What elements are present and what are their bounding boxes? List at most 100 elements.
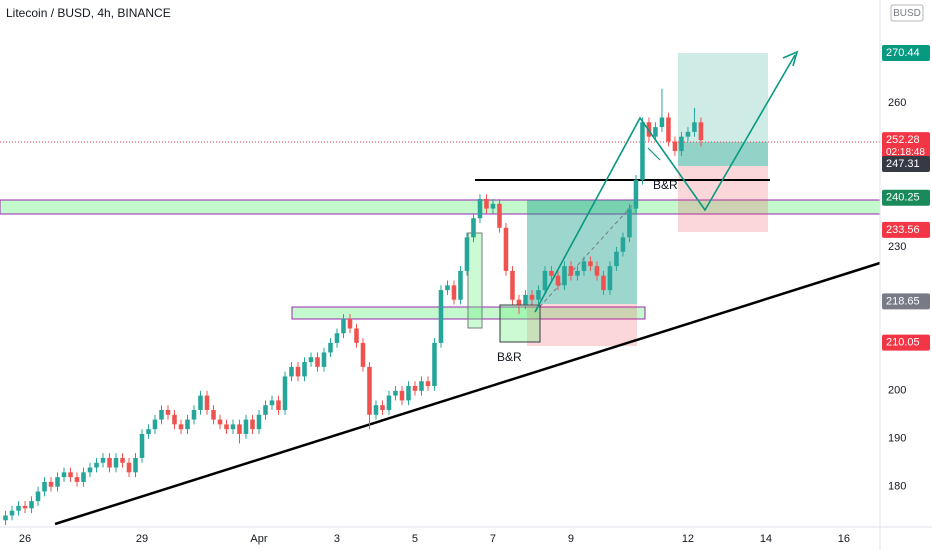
price-label bbox=[882, 45, 930, 62]
y-tick-label: 190 bbox=[888, 433, 906, 445]
candle-body bbox=[393, 390, 398, 396]
candle-body bbox=[484, 199, 489, 209]
profit-zone bbox=[678, 53, 768, 166]
candle-body bbox=[16, 505, 21, 511]
x-tick-label: 14 bbox=[760, 533, 772, 545]
candle-body bbox=[35, 491, 41, 502]
candle-body bbox=[302, 362, 307, 377]
candle-body bbox=[282, 376, 288, 410]
candle-body bbox=[315, 357, 320, 367]
candle-body bbox=[562, 266, 567, 286]
candle-body bbox=[412, 386, 418, 391]
candle-body bbox=[9, 510, 15, 516]
price-label-text: 240.25 bbox=[886, 192, 920, 204]
candle-body bbox=[289, 366, 294, 377]
overlay: B&R B&R bbox=[497, 50, 799, 364]
candle-body bbox=[588, 261, 593, 267]
candle-body bbox=[250, 419, 255, 430]
annotation: B&R bbox=[653, 178, 678, 192]
candle-body bbox=[555, 275, 561, 286]
candle-body bbox=[620, 237, 626, 252]
candle-body bbox=[217, 419, 223, 425]
candle-body bbox=[172, 414, 177, 425]
drawings bbox=[0, 53, 881, 526]
y-tick-label: 200 bbox=[888, 385, 906, 397]
candle-body bbox=[419, 381, 424, 391]
price-label-text: 252.28 bbox=[886, 134, 920, 146]
price-label bbox=[882, 132, 930, 161]
profit-progress bbox=[678, 142, 768, 166]
candle-body bbox=[542, 270, 548, 291]
x-tick-label: 7 bbox=[490, 533, 496, 545]
candle-body bbox=[308, 357, 314, 363]
candle-body bbox=[529, 294, 535, 300]
candle-body bbox=[347, 318, 353, 329]
candle-body bbox=[276, 400, 281, 410]
candle-body bbox=[659, 117, 665, 128]
trend-line bbox=[54, 261, 881, 526]
candle-body bbox=[367, 366, 372, 415]
candle-body bbox=[100, 457, 106, 463]
candle-body bbox=[445, 285, 450, 291]
candle-body bbox=[42, 481, 47, 492]
candle-body bbox=[94, 462, 99, 468]
candle-body bbox=[263, 405, 268, 415]
candle-body bbox=[126, 462, 132, 473]
candle-body bbox=[523, 294, 528, 305]
annotation: B&R bbox=[497, 350, 522, 364]
price-label-text: 218.65 bbox=[886, 295, 920, 307]
candle-body bbox=[627, 208, 632, 238]
candle-body bbox=[29, 501, 34, 509]
projection-path bbox=[534, 54, 796, 313]
price-label-text: 270.44 bbox=[886, 47, 920, 59]
candle-body bbox=[178, 424, 184, 430]
currency: BUSD bbox=[893, 8, 921, 19]
y-tick-label: 230 bbox=[888, 241, 906, 253]
candle-body bbox=[334, 333, 340, 343]
candle-body bbox=[425, 381, 431, 387]
candle-body bbox=[451, 285, 457, 300]
candle-body bbox=[490, 203, 496, 209]
highlight-box bbox=[499, 304, 541, 343]
candle-body bbox=[360, 342, 366, 367]
x-tick-label: 5 bbox=[412, 533, 418, 545]
candle-body bbox=[516, 299, 522, 305]
candle-body bbox=[224, 424, 229, 430]
candle-body bbox=[354, 328, 359, 343]
candle-body bbox=[594, 266, 600, 276]
candle-body bbox=[581, 261, 587, 271]
candle-body bbox=[256, 414, 262, 430]
price-label-text: 247.31 bbox=[886, 158, 920, 170]
candle-body bbox=[653, 127, 658, 137]
loss-zone bbox=[527, 304, 637, 346]
candle-body bbox=[536, 290, 541, 300]
loss-zone bbox=[678, 166, 768, 232]
candle-body bbox=[386, 395, 392, 410]
price-label-text: 233.56 bbox=[886, 224, 920, 236]
axes: 180 190 200 230 260 26 29 Apr 3 5 7 9 12 14 16 bbox=[19, 97, 906, 545]
candle-body bbox=[568, 266, 574, 276]
candle-body bbox=[165, 409, 171, 415]
candle-body bbox=[438, 290, 444, 343]
x-tick-label: 26 bbox=[19, 533, 31, 545]
candle-body bbox=[380, 405, 385, 410]
candle-body bbox=[243, 419, 249, 434]
candle-body bbox=[458, 270, 463, 300]
x-tick-label: 29 bbox=[136, 533, 148, 545]
x-tick-label: 12 bbox=[682, 533, 694, 545]
candle-body bbox=[269, 400, 275, 406]
candle-body bbox=[614, 251, 619, 267]
candle-body bbox=[698, 122, 704, 141]
candle-body bbox=[679, 136, 684, 152]
currency-badge[interactable] bbox=[890, 4, 924, 22]
candle-body bbox=[672, 141, 678, 152]
highlight-box bbox=[467, 232, 483, 329]
candle-body bbox=[406, 386, 411, 401]
price-label bbox=[882, 334, 930, 351]
candle-body bbox=[477, 199, 483, 219]
candle-body bbox=[503, 227, 509, 271]
arrow-head bbox=[782, 50, 799, 67]
y-tick-label: 260 bbox=[888, 97, 906, 109]
